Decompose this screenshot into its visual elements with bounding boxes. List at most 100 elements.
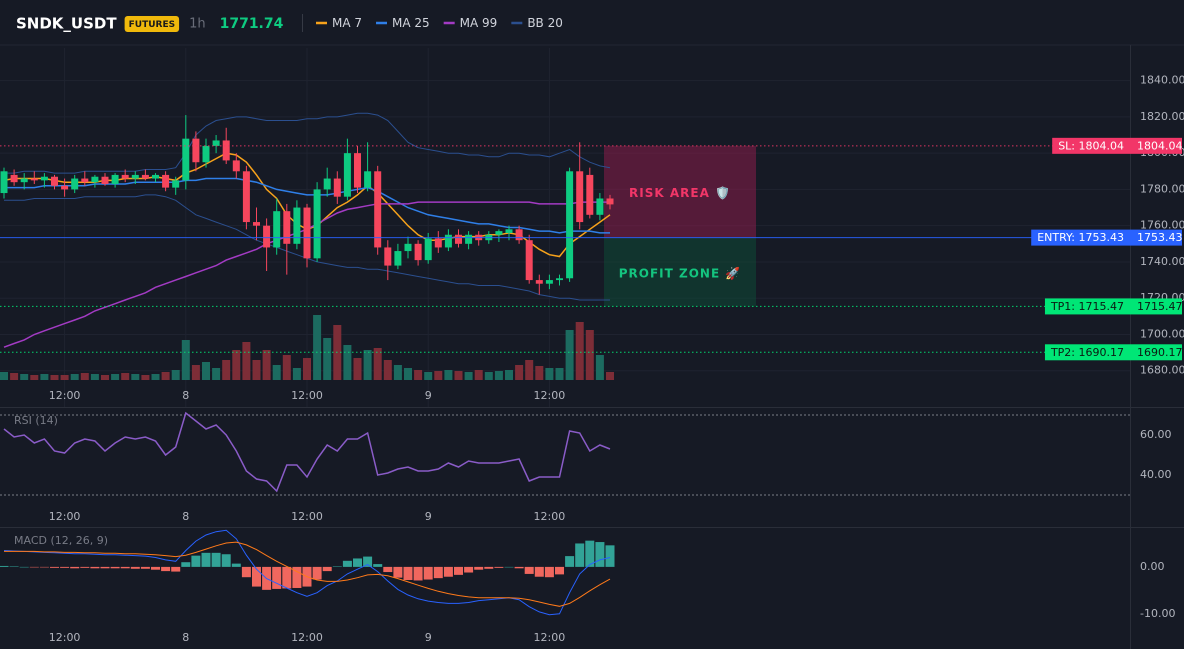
y-tick-label: 60.00 [1140, 428, 1172, 441]
histogram-bar [534, 566, 544, 577]
histogram-bar [605, 545, 615, 567]
candle-body [212, 140, 220, 146]
volume-bar [10, 373, 19, 380]
volume-bar [131, 374, 140, 380]
candle-body [232, 160, 240, 172]
candle-body [313, 189, 321, 259]
volume-bar [545, 368, 554, 380]
x-tick-label: 12:00 [291, 389, 323, 402]
histogram-bar [181, 562, 191, 567]
candle-body [263, 225, 271, 248]
candle-body [81, 178, 89, 183]
indicator-line [4, 112, 611, 174]
histogram-bar [403, 566, 413, 581]
histogram-bar [90, 566, 100, 569]
level-price: 1753.43 [1137, 231, 1183, 244]
candle-body [162, 174, 170, 188]
candle-body [20, 178, 28, 183]
volume-bar [50, 375, 59, 380]
volume-bar [606, 372, 614, 380]
macd-line [4, 541, 611, 607]
volume-bar [414, 370, 423, 380]
histogram-bar [383, 566, 393, 573]
volume-bar [373, 348, 382, 380]
candle-body [152, 174, 159, 179]
zone-label: RISK AREA 🛡️ [629, 186, 731, 200]
candle-body [535, 280, 543, 284]
x-tick-label: 12:00 [534, 389, 566, 402]
pane-title: MACD (12, 26, 9) [14, 534, 108, 547]
histogram-bar [363, 556, 373, 567]
candle-body [404, 243, 412, 252]
candle-body [202, 145, 210, 163]
candle-body [192, 138, 200, 163]
histogram-bar [353, 558, 362, 567]
histogram-bar [231, 563, 241, 567]
histogram-bar [201, 552, 211, 567]
zone-label: PROFIT ZONE 🚀 [619, 267, 742, 281]
x-tick-label: 8 [182, 631, 189, 644]
histogram-bar [130, 566, 140, 569]
trade-zone [604, 237, 756, 307]
interval: 1h [189, 17, 206, 32]
x-tick-label: 12:00 [49, 510, 81, 523]
candle-body [394, 251, 402, 266]
volume-bar [313, 315, 322, 380]
level-price: 1715.47 [1137, 300, 1183, 313]
histogram-bar [332, 566, 342, 567]
candle-body [515, 229, 523, 241]
candle-body [424, 238, 432, 261]
volume-bar [535, 366, 544, 380]
histogram-bar [9, 566, 19, 567]
volume-bar [424, 372, 433, 380]
histogram-bar [151, 566, 160, 570]
volume-bar [404, 368, 412, 380]
candle-body [40, 176, 48, 181]
candle-body [242, 171, 250, 223]
x-tick-label: 12:00 [291, 631, 323, 644]
histogram-bar [120, 566, 130, 569]
volume-bar [363, 350, 372, 380]
volume-bar [434, 371, 443, 380]
histogram-bar [524, 566, 534, 574]
level-tag [1052, 137, 1182, 154]
candle-body [141, 174, 149, 179]
histogram-bar [19, 566, 29, 568]
histogram-bar [50, 566, 59, 568]
candle-body [182, 138, 190, 181]
candle-body [71, 178, 79, 190]
volume-bar [171, 370, 180, 380]
candle-body [465, 234, 473, 244]
volume-bar [262, 350, 271, 380]
candle-body [455, 234, 462, 244]
histogram-bar [191, 555, 201, 567]
y-tick-label: 1820.00 [1140, 110, 1184, 123]
y-tick-label: 1780.00 [1140, 182, 1184, 195]
histogram-bar [544, 566, 554, 578]
histogram-bar [433, 566, 443, 579]
candle-body [606, 198, 614, 205]
volume-bar [30, 375, 39, 380]
level-price: 1804.04 [1137, 139, 1183, 152]
candle-body [101, 176, 109, 184]
histogram-bar [29, 566, 39, 568]
candle-body [0, 171, 8, 194]
candle-body [303, 207, 311, 259]
histogram-bar [454, 566, 463, 575]
histogram-bar [443, 566, 453, 577]
histogram-bar [595, 542, 605, 567]
volume-bar [595, 355, 604, 380]
x-tick-label: 12:00 [534, 510, 566, 523]
candle-body [596, 198, 604, 215]
candle-body [545, 280, 553, 284]
y-tick-label: 1840.00 [1140, 74, 1184, 87]
candle-body [131, 174, 139, 179]
histogram-bar [585, 540, 595, 567]
y-tick-label: 1760.00 [1140, 219, 1184, 232]
candle-body [283, 211, 291, 244]
volume-bar [70, 374, 79, 380]
histogram-bar [342, 560, 352, 567]
candle-body [323, 178, 331, 190]
y-tick-label: 1700.00 [1140, 327, 1184, 340]
histogram-bar [413, 566, 423, 581]
